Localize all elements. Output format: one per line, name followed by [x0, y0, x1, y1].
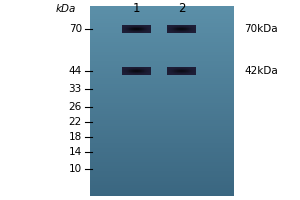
Text: kDa: kDa [56, 4, 76, 14]
Text: 22: 22 [69, 117, 82, 127]
Text: 70kDa: 70kDa [244, 24, 278, 34]
Text: 33: 33 [69, 84, 82, 94]
Text: 18: 18 [69, 132, 82, 142]
Text: 44: 44 [69, 66, 82, 76]
Text: 70: 70 [69, 24, 82, 34]
Text: 42kDa: 42kDa [244, 66, 278, 76]
Text: 10: 10 [69, 164, 82, 174]
Text: 14: 14 [69, 147, 82, 157]
Text: 1: 1 [133, 2, 140, 16]
Text: 26: 26 [69, 102, 82, 112]
Text: 2: 2 [178, 2, 185, 16]
